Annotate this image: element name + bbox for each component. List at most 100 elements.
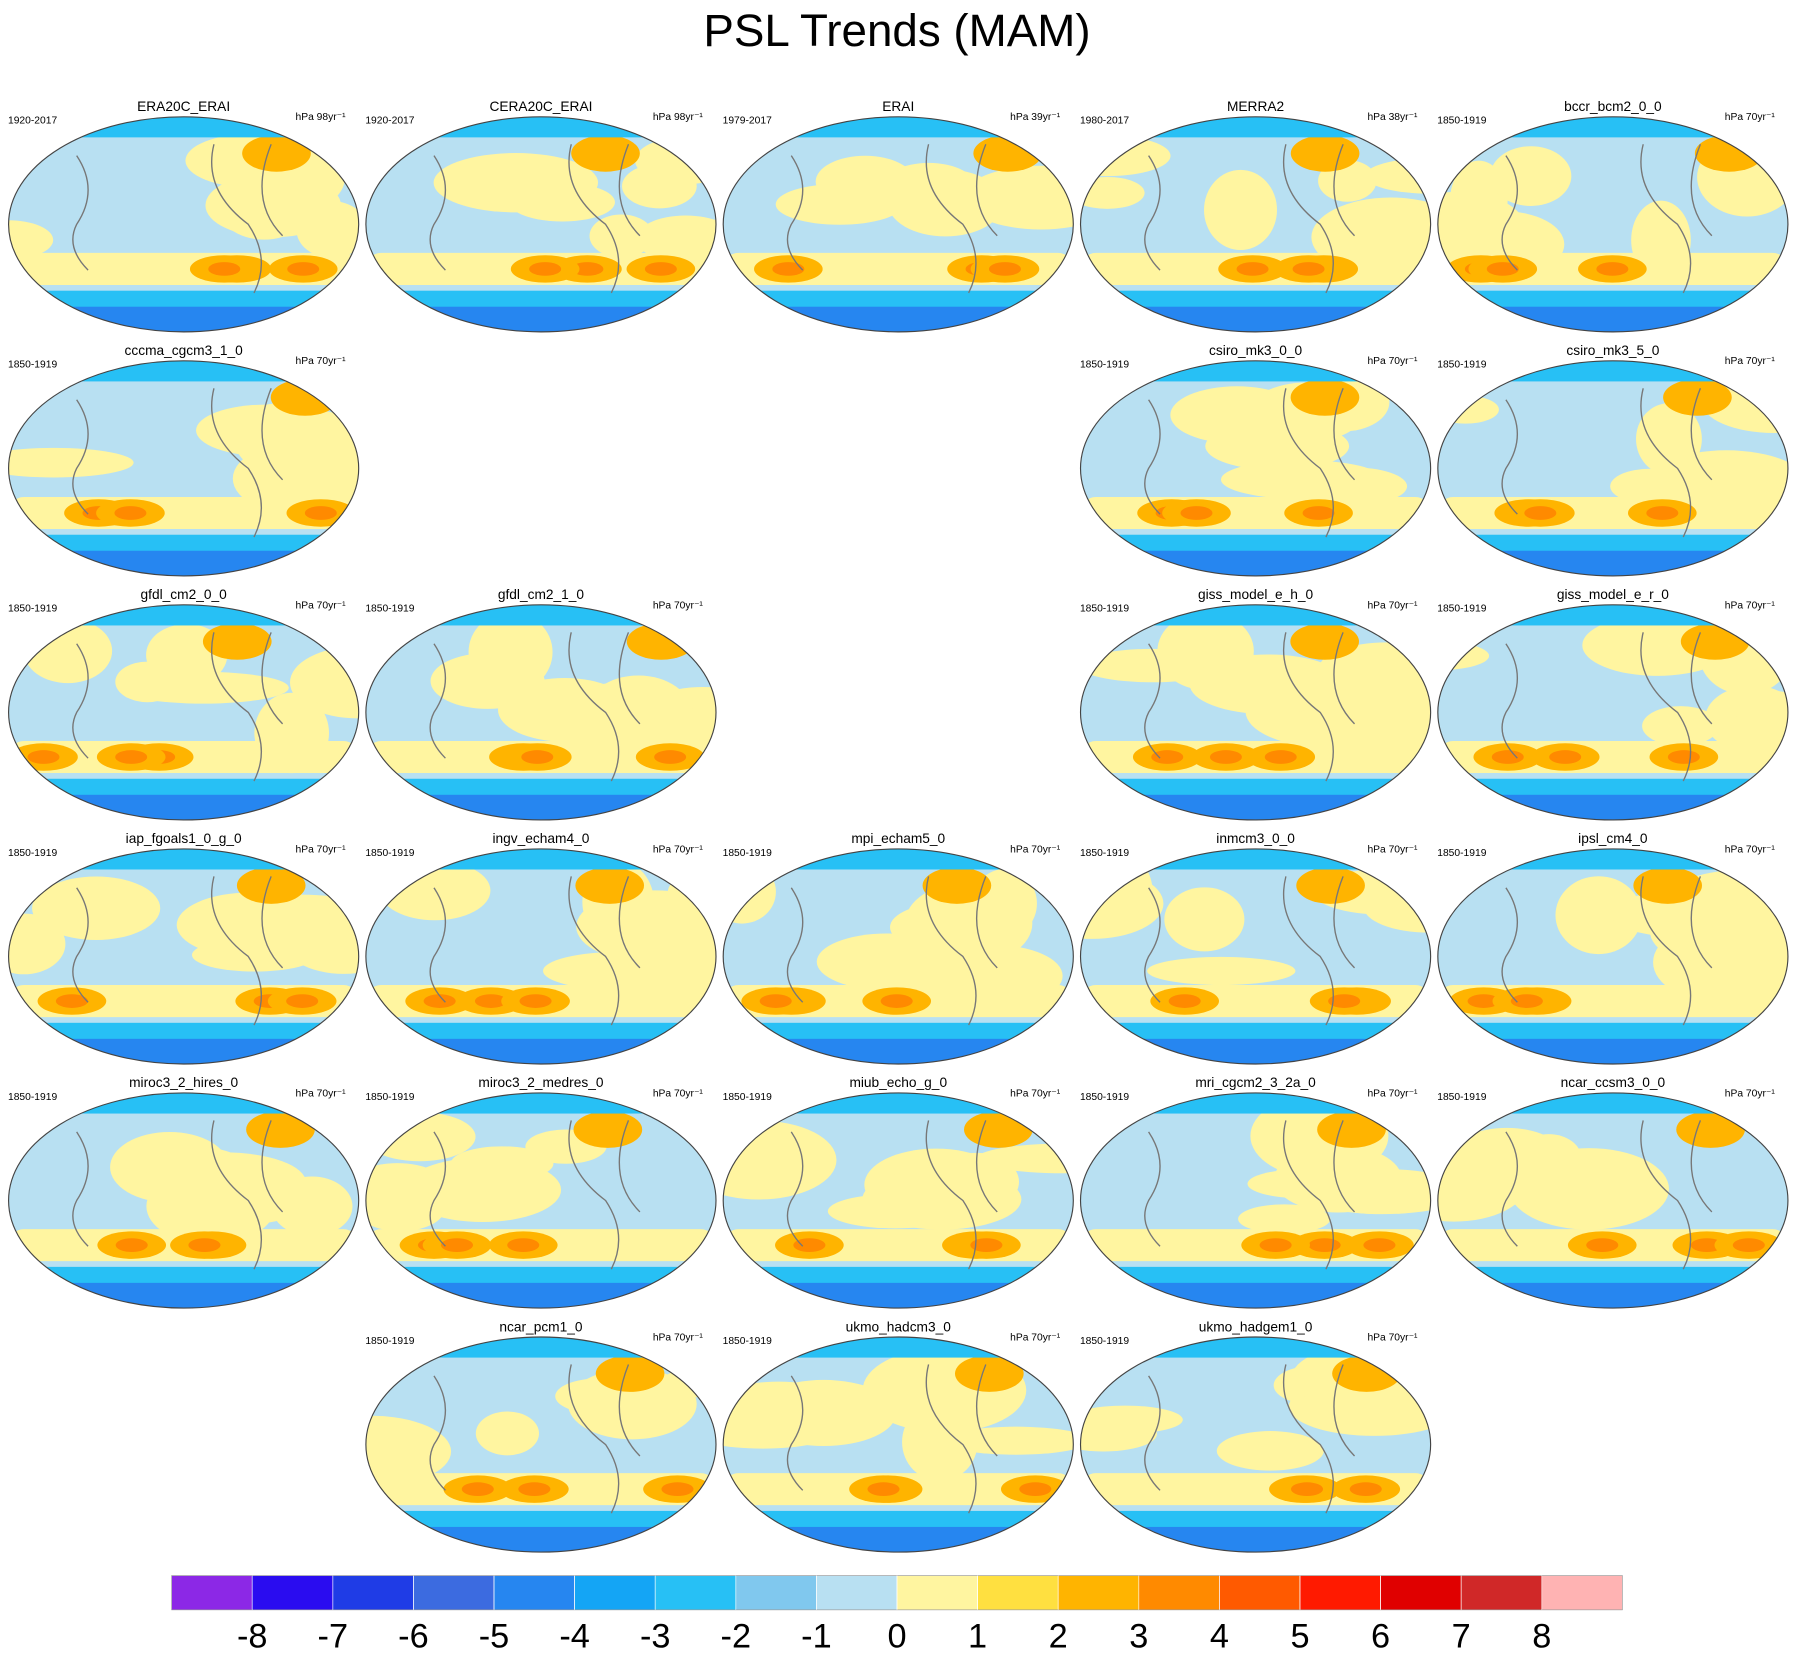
map-blob xyxy=(1596,262,1629,276)
map-blob xyxy=(1549,750,1582,764)
map-blob xyxy=(1467,994,1500,1008)
coastline xyxy=(72,876,284,1026)
panel-title: ingv_echam4_0 xyxy=(493,831,590,846)
map-blob xyxy=(1294,467,1408,506)
map-outline xyxy=(1079,360,1432,577)
map-blob xyxy=(176,892,325,958)
coastline xyxy=(1501,143,1713,294)
map-band xyxy=(8,1038,359,1065)
map-blob xyxy=(1490,146,1572,206)
panel-units: hPa 70yr⁻¹ xyxy=(1367,356,1418,367)
coastline xyxy=(786,1364,998,1514)
map-blob xyxy=(988,262,1021,276)
map-blob xyxy=(1642,706,1720,746)
map-blob xyxy=(1238,1204,1331,1234)
map-outline xyxy=(365,116,717,333)
map-blob xyxy=(296,201,359,258)
map-outline xyxy=(1079,1092,1432,1309)
map-blob xyxy=(8,447,134,478)
map-blob xyxy=(1298,1169,1431,1215)
map-blob xyxy=(365,1415,452,1488)
map-blob xyxy=(32,876,161,940)
panel-title: ncar_ccsm3_0_0 xyxy=(1561,1075,1666,1090)
map-blob xyxy=(287,262,320,276)
map-blob xyxy=(1437,1134,1531,1186)
panel-units: hPa 98yr⁻¹ xyxy=(296,112,347,123)
coastline xyxy=(429,632,641,782)
map-outline xyxy=(365,604,717,821)
map xyxy=(365,604,716,820)
map-blob xyxy=(867,1482,900,1497)
map-outline xyxy=(365,848,717,1065)
map-blob xyxy=(654,750,687,764)
map-blob xyxy=(1486,262,1519,276)
panel-units: hPa 70yr⁻¹ xyxy=(1367,1088,1418,1099)
color-box xyxy=(816,1575,898,1611)
map xyxy=(8,1092,359,1309)
map-band xyxy=(8,794,359,820)
panel-period: 1979-2017 xyxy=(723,116,772,127)
panel-title: csiro_mk3_5_0 xyxy=(1566,343,1659,358)
map-blob xyxy=(571,262,604,276)
colorbar-label: 7 xyxy=(1452,1618,1471,1656)
map-blob xyxy=(1264,750,1297,764)
map-outline xyxy=(8,848,360,1065)
panel-period: 1850-1919 xyxy=(723,848,772,859)
panel-title: inmcm3_0_0 xyxy=(1216,831,1295,846)
panel-title: CERA20C_ERAI xyxy=(489,99,592,114)
page-title: PSL Trends (MAM) xyxy=(703,5,1090,56)
map-blob xyxy=(1290,623,1359,660)
map-blob xyxy=(942,1426,1074,1455)
map xyxy=(723,116,1074,332)
colorbar-label: -8 xyxy=(237,1618,268,1656)
map-blob xyxy=(1349,1482,1382,1497)
panel-title: MERRA2 xyxy=(1227,99,1284,114)
map-band xyxy=(365,1282,716,1309)
map-blob xyxy=(661,1482,694,1497)
map xyxy=(1080,116,1431,332)
panel-title: ipsl_cm4_0 xyxy=(1578,831,1648,846)
map xyxy=(8,116,359,332)
panel-period: 1850-1919 xyxy=(1080,1092,1129,1103)
map-blob xyxy=(881,162,977,213)
map-blob xyxy=(661,1367,716,1398)
coastline xyxy=(429,143,641,294)
color-box xyxy=(1460,1575,1543,1611)
color-box xyxy=(493,1575,575,1611)
map xyxy=(1080,848,1431,1065)
map-blob xyxy=(529,262,562,276)
color-box xyxy=(332,1575,414,1611)
map-outline xyxy=(1437,360,1789,577)
map-outline xyxy=(8,1092,360,1309)
panel-units: hPa 70yr⁻¹ xyxy=(1725,600,1776,611)
panel-units: hPa 70yr⁻¹ xyxy=(1367,844,1418,855)
map-blob xyxy=(1168,994,1201,1008)
map-outline xyxy=(1437,604,1789,821)
map-band xyxy=(723,306,1074,332)
coastline xyxy=(1144,1120,1356,1270)
map-blob xyxy=(1236,262,1269,276)
map-blob xyxy=(1080,1416,1157,1452)
map-blob xyxy=(507,1238,540,1252)
map-blob xyxy=(1204,169,1277,251)
panel-title: mpi_echam5_0 xyxy=(851,831,945,846)
map xyxy=(1080,1336,1431,1553)
map-blob xyxy=(1363,1238,1396,1252)
color-box xyxy=(171,1575,253,1611)
map-blob xyxy=(1151,750,1184,764)
map-blob xyxy=(141,1152,306,1213)
coastline xyxy=(786,1120,998,1270)
map-blob xyxy=(286,994,319,1008)
panel-units: hPa 70yr⁻¹ xyxy=(1725,1088,1776,1099)
map-outline xyxy=(722,1092,1074,1309)
map-band xyxy=(8,306,359,332)
panel-period: 1850-1919 xyxy=(8,848,57,859)
map-blob xyxy=(983,171,1074,213)
map-blob xyxy=(723,1120,837,1200)
colorbar-label: 5 xyxy=(1290,1618,1309,1656)
panel-title: gfdl_cm2_1_0 xyxy=(498,587,585,602)
map-blob xyxy=(1524,506,1557,520)
map-band xyxy=(1080,1282,1431,1309)
map-blob xyxy=(1259,1238,1292,1252)
panel-units: hPa 98yr⁻¹ xyxy=(653,112,704,123)
